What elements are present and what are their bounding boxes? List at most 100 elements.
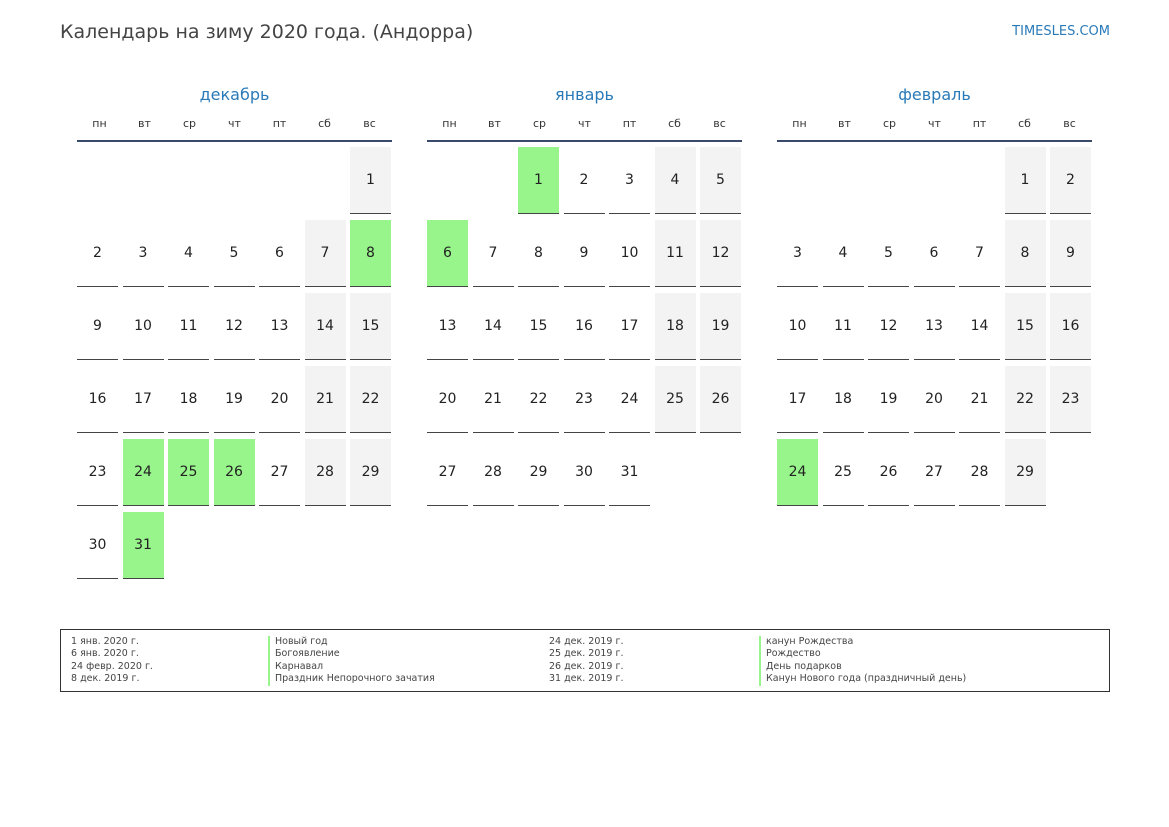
day-cell: 23 (563, 366, 605, 433)
weekday-label: пт (272, 117, 287, 130)
day-cell: 27 (913, 439, 955, 506)
legend-date: 24 февр. 2020 г. (71, 660, 153, 672)
weekday-label: пн (792, 117, 807, 130)
day-cell: 15 (518, 293, 559, 360)
weekday-label: вт (488, 117, 501, 130)
day-cell: 8 (518, 220, 559, 287)
legend-dates-right: 24 дек. 2019 г. 25 дек. 2019 г. 26 дек. … (549, 636, 624, 686)
site-link[interactable]: TIMESLES.COM (1012, 24, 1110, 39)
day-cell: 12 (868, 293, 909, 360)
day-cell: 19 (868, 366, 909, 433)
day-cell: 18 (168, 366, 209, 433)
day-cell: 14 (304, 293, 346, 360)
day-cell: 26 (700, 366, 741, 433)
day-cell: 6 (427, 220, 468, 287)
day-cell: 22 (350, 366, 391, 433)
legend-names-right: канун Рождества Рождество День подарков … (759, 636, 966, 686)
day-cell: 7 (959, 220, 1000, 287)
day-cell: 3 (122, 220, 164, 287)
weekday-header: пн вт ср чт пт сб вс (777, 117, 1092, 142)
day-cell: 31 (609, 439, 650, 506)
month-title: январь (555, 85, 614, 104)
weekday-label: пн (442, 117, 457, 130)
day-cell: 11 (654, 220, 696, 287)
day-cell: 17 (609, 293, 650, 360)
weekday-label: вс (1063, 117, 1076, 130)
day-cell: 10 (122, 293, 164, 360)
legend-date: 6 янв. 2020 г. (71, 648, 139, 660)
day-cell: 10 (609, 220, 650, 287)
day-cell: 15 (1004, 293, 1046, 360)
weekday-label: ср (882, 117, 897, 130)
holiday-legend: 1 янв. 2020 г. 6 янв. 2020 г. 24 февр. 2… (60, 629, 1110, 692)
legend-date: 26 дек. 2019 г. (549, 660, 624, 672)
day-cell: 3 (777, 220, 818, 287)
legend-dates-left: 1 янв. 2020 г. 6 янв. 2020 г. 24 февр. 2… (71, 636, 153, 686)
day-cell: 9 (563, 220, 605, 287)
day-cell: 9 (1050, 220, 1091, 287)
month-title: декабрь (199, 85, 270, 104)
day-cell: 17 (777, 366, 818, 433)
legend-holiday-name: Богоявление (268, 648, 435, 661)
day-cell: 24 (777, 439, 818, 506)
day-cell: 25 (168, 439, 209, 506)
month-january: январь пн вт ср чт пт сб вс 1 2 3 4 5 6 7 8 9 10 1… (427, 84, 742, 582)
day-cell: 30 (77, 512, 118, 579)
day-cell: 13 (913, 293, 955, 360)
weekday-label: чт (228, 117, 241, 130)
day-cell: 4 (654, 147, 696, 214)
weekday-label: пт (622, 117, 637, 130)
weekday-label: чт (928, 117, 941, 130)
day-cell: 13 (427, 293, 468, 360)
legend-holiday-name: Рождество (759, 648, 966, 661)
day-cell: 28 (959, 439, 1000, 506)
day-cell: 29 (350, 439, 391, 506)
day-cell: 8 (350, 220, 391, 287)
day-cell: 18 (822, 366, 864, 433)
weekday-label: вс (713, 117, 726, 130)
day-cell: 16 (563, 293, 605, 360)
day-cell: 23 (1050, 366, 1091, 433)
day-cell: 8 (1004, 220, 1046, 287)
day-cell: 25 (822, 439, 864, 506)
legend-holiday-name: Новый год (268, 636, 435, 649)
day-cell: 18 (654, 293, 696, 360)
day-cell: 26 (213, 439, 255, 506)
weekday-label: вс (363, 117, 376, 130)
day-cell: 10 (777, 293, 818, 360)
day-grid: 1 2 3 4 5 6 7 8 9 10 11 12 13 14 15 16 17 18 19 20 21 22 23 24 2… (77, 142, 392, 582)
day-cell: 5 (868, 220, 909, 287)
legend-holiday-name: канун Рождества (759, 636, 966, 649)
day-cell: 20 (913, 366, 955, 433)
day-cell: 16 (77, 366, 118, 433)
weekday-label: вт (138, 117, 151, 130)
day-cell: 15 (350, 293, 391, 360)
day-cell: 26 (868, 439, 909, 506)
weekday-label: пн (92, 117, 107, 130)
legend-date: 8 дек. 2019 г. (71, 673, 140, 685)
day-cell: 25 (654, 366, 696, 433)
day-cell: 2 (1050, 147, 1091, 214)
day-cell: 14 (472, 293, 514, 360)
day-cell: 3 (609, 147, 650, 214)
day-cell: 17 (122, 366, 164, 433)
day-cell: 31 (122, 512, 164, 579)
day-cell: 27 (427, 439, 468, 506)
day-cell: 2 (77, 220, 118, 287)
legend-holiday-name: День подарков (759, 660, 966, 674)
legend-holiday-name: Карнавал (268, 660, 435, 674)
day-cell: 22 (1004, 366, 1046, 433)
weekday-label: сб (318, 117, 331, 130)
weekday-label: пт (972, 117, 987, 130)
day-cell: 24 (609, 366, 650, 433)
weekday-label: сб (1018, 117, 1031, 130)
legend-names-left: Новый год Богоявление Карнавал Праздник … (268, 636, 435, 686)
day-cell: 11 (168, 293, 209, 360)
day-cell: 30 (563, 439, 605, 506)
legend-date: 24 дек. 2019 г. (549, 636, 624, 647)
day-cell: 29 (1004, 439, 1046, 506)
day-cell: 7 (472, 220, 514, 287)
day-cell: 20 (427, 366, 468, 433)
day-cell: 9 (77, 293, 118, 360)
day-cell: 1 (1004, 147, 1046, 214)
